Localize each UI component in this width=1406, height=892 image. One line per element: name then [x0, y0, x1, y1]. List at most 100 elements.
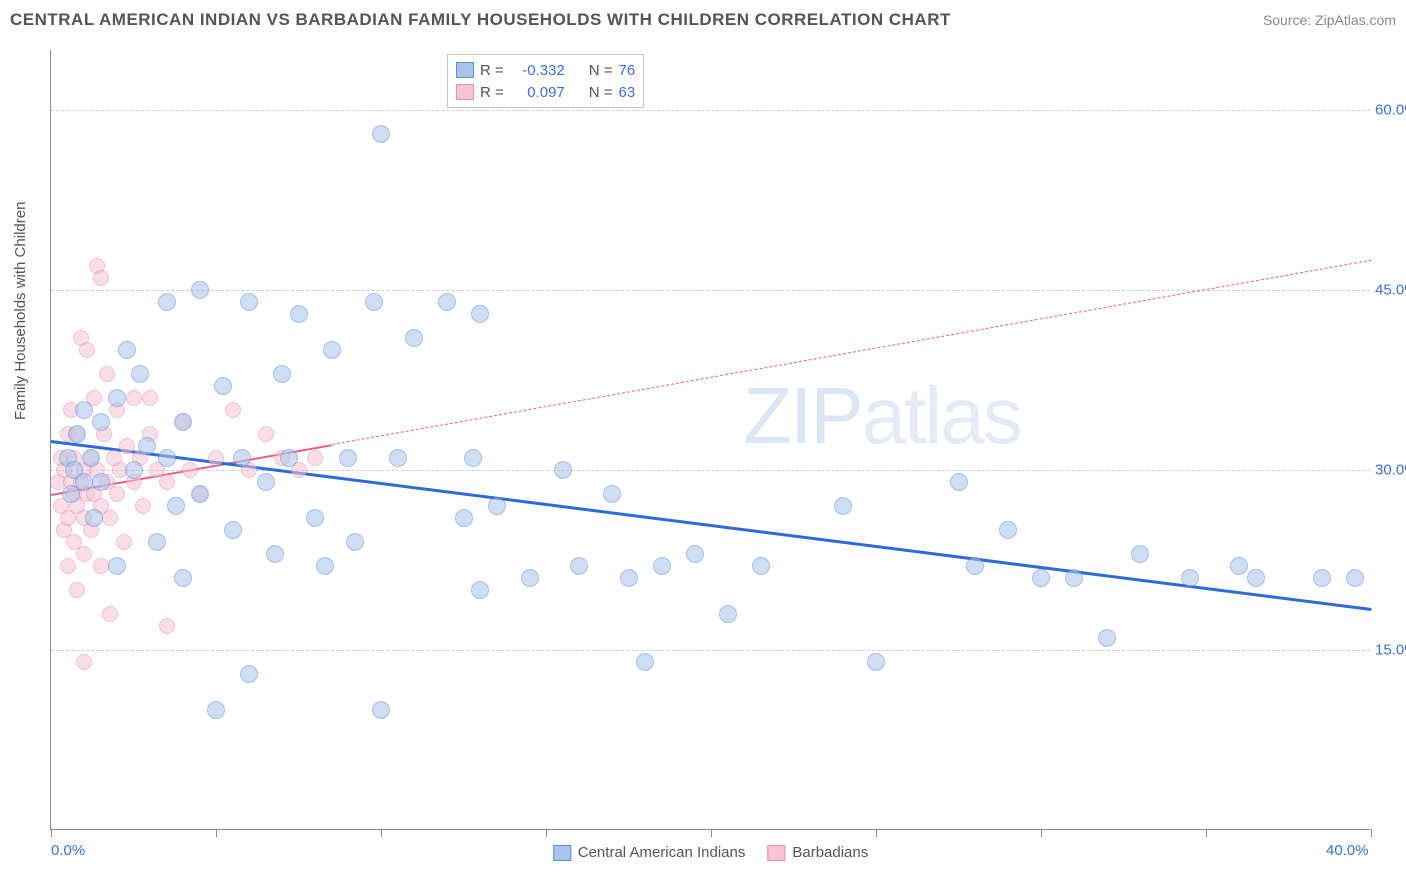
legend-row: R =-0.332N =76: [456, 59, 635, 81]
data-point: [1313, 569, 1331, 587]
data-point: [76, 654, 92, 670]
data-point: [159, 618, 175, 634]
data-point: [950, 473, 968, 491]
data-point: [346, 533, 364, 551]
data-point: [1230, 557, 1248, 575]
legend-series-name: Central American Indians: [578, 844, 746, 861]
legend-swatch: [553, 845, 571, 861]
data-point: [116, 534, 132, 550]
data-point: [1032, 569, 1050, 587]
data-point: [1131, 545, 1149, 563]
data-point: [75, 401, 93, 419]
data-point: [686, 545, 704, 563]
data-point: [93, 270, 109, 286]
x-tick-label: 40.0%: [1326, 842, 1369, 859]
data-point: [191, 485, 209, 503]
data-point: [102, 606, 118, 622]
x-tick: [1206, 829, 1207, 837]
y-tick-label: 45.0%: [1375, 282, 1406, 299]
data-point: [138, 437, 156, 455]
plot-area: ZIPatlas 15.0%30.0%45.0%60.0%0.0%40.0%R …: [50, 50, 1370, 830]
data-point: [207, 701, 225, 719]
x-tick-label: 0.0%: [51, 842, 85, 859]
correlation-legend: R =-0.332N =76R =0.097N =63: [447, 54, 644, 108]
data-point: [554, 461, 572, 479]
data-point: [570, 557, 588, 575]
data-point: [174, 569, 192, 587]
data-point: [280, 449, 298, 467]
data-point: [76, 546, 92, 562]
data-point: [620, 569, 638, 587]
legend-row: R =0.097N =63: [456, 81, 635, 103]
x-tick: [546, 829, 547, 837]
data-point: [365, 293, 383, 311]
data-point: [68, 425, 86, 443]
data-point: [273, 365, 291, 383]
data-point: [92, 473, 110, 491]
legend-n-label: N =: [589, 62, 613, 79]
data-point: [131, 365, 149, 383]
x-tick: [1371, 829, 1372, 837]
source-attribution: Source: ZipAtlas.com: [1263, 12, 1396, 28]
data-point: [148, 533, 166, 551]
legend-r-value: -0.332: [510, 62, 565, 79]
data-point: [653, 557, 671, 575]
data-point: [224, 521, 242, 539]
y-tick-label: 30.0%: [1375, 462, 1406, 479]
data-point: [372, 125, 390, 143]
data-point: [266, 545, 284, 563]
data-point: [126, 390, 142, 406]
legend-item: Central American Indians: [553, 844, 746, 861]
data-point: [109, 486, 125, 502]
y-tick-label: 60.0%: [1375, 102, 1406, 119]
x-tick: [876, 829, 877, 837]
data-point: [225, 402, 241, 418]
y-axis-label: Family Households with Children: [12, 202, 29, 420]
data-point: [521, 569, 539, 587]
y-tick-label: 15.0%: [1375, 642, 1406, 659]
data-point: [323, 341, 341, 359]
data-point: [290, 305, 308, 323]
data-point: [719, 605, 737, 623]
data-point: [389, 449, 407, 467]
legend-r-label: R =: [480, 62, 504, 79]
legend-swatch: [767, 845, 785, 861]
data-point: [339, 449, 357, 467]
data-point: [1098, 629, 1116, 647]
x-tick: [381, 829, 382, 837]
data-point: [158, 293, 176, 311]
data-point: [118, 341, 136, 359]
data-point: [60, 558, 76, 574]
data-point: [233, 449, 251, 467]
data-point: [208, 450, 224, 466]
x-tick: [51, 829, 52, 837]
gridline: [51, 290, 1370, 291]
legend-r-value: 0.097: [510, 84, 565, 101]
data-point: [167, 497, 185, 515]
legend-item: Barbadians: [767, 844, 868, 861]
data-point: [471, 581, 489, 599]
data-point: [125, 461, 143, 479]
data-point: [92, 413, 110, 431]
data-point: [455, 509, 473, 527]
data-point: [752, 557, 770, 575]
data-point: [603, 485, 621, 503]
data-point: [999, 521, 1017, 539]
data-point: [258, 426, 274, 442]
data-point: [108, 557, 126, 575]
legend-swatch: [456, 84, 474, 100]
data-point: [636, 653, 654, 671]
data-point: [966, 557, 984, 575]
data-point: [159, 474, 175, 490]
data-point: [93, 558, 109, 574]
data-point: [488, 497, 506, 515]
data-point: [99, 366, 115, 382]
x-tick: [1041, 829, 1042, 837]
data-point: [69, 582, 85, 598]
legend-n-label: N =: [589, 84, 613, 101]
data-point: [1247, 569, 1265, 587]
data-point: [158, 449, 176, 467]
watermark: ZIPatlas: [743, 370, 1020, 462]
data-point: [240, 293, 258, 311]
data-point: [834, 497, 852, 515]
